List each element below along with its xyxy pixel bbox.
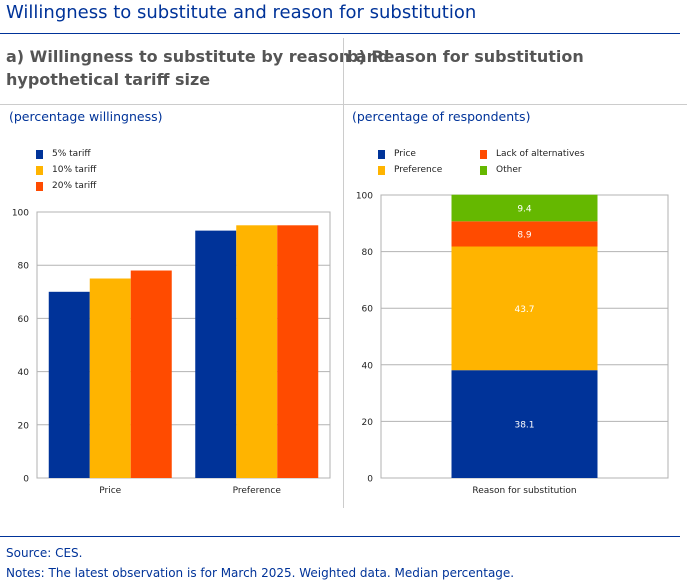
legend-a-item: 20% tariff [36, 178, 96, 194]
footer-notes: Notes: The latest observation is for Mar… [6, 566, 515, 580]
legend-label: Other [496, 165, 522, 175]
chart-b-segment-1 [451, 246, 598, 371]
chart-a-y-tick-label: 60 [18, 315, 30, 325]
legend-label: 10% tariff [52, 165, 97, 175]
footer-rule [0, 536, 680, 537]
chart-a-x-tick-label: Preference [233, 486, 282, 496]
legend-swatch [378, 149, 385, 159]
legend-label: Preference [394, 165, 443, 175]
chart-a-y-tick-label: 0 [23, 475, 29, 485]
chart-a-bar-1-0 [195, 230, 237, 478]
chart-b-data-label: 38.1 [514, 421, 534, 431]
footer-source: Source: CES. [6, 546, 83, 560]
legend-b-item: Other [480, 162, 585, 178]
chart-b-y-tick-label: 40 [362, 361, 374, 371]
chart-b-segment-3 [451, 194, 598, 222]
chart-a-y-tick-label: 80 [18, 262, 30, 272]
legend-a: 5% tariff 10% tariff 20% tariff [36, 146, 96, 194]
panel-a-title-line2: hypothetical tariff size [6, 70, 211, 89]
chart-b-y-tick-label: 60 [362, 305, 374, 315]
legend-swatch [480, 165, 487, 175]
chart-a-bar-1-1 [236, 225, 278, 478]
legend-b: Price Preference [378, 146, 442, 178]
chart-b-y-tick-label: 100 [356, 192, 373, 202]
legend-swatch [378, 165, 385, 175]
chart-a-y-tick-label: 100 [12, 209, 29, 219]
chart-a-bar-1-2 [277, 225, 319, 478]
chart-a-y-tick-label: 40 [18, 368, 30, 378]
chart-a-y-tick-label: 20 [18, 421, 30, 431]
main-title: Willingness to substitute and reason for… [6, 2, 477, 23]
legend-b-item: Preference [378, 162, 442, 178]
title-rule [0, 33, 680, 34]
legend-label: Lack of alternatives [496, 149, 585, 159]
legend-label: 20% tariff [52, 181, 97, 191]
legend-swatch [36, 181, 43, 191]
legend-swatch [480, 149, 487, 159]
panel-a-title: a) Willingness to substitute by reason a… [6, 45, 389, 91]
panel-b-title: b) Reason for substitution [347, 47, 584, 66]
chart-a-bar-0-1 [89, 278, 131, 478]
legend-swatch [36, 165, 43, 175]
chart-b-data-label: 8.9 [517, 230, 532, 240]
panel-divider [343, 38, 344, 508]
chart-b-data-label: 43.7 [514, 305, 534, 315]
legend-swatch [36, 149, 43, 159]
header-divider [0, 104, 687, 105]
panel-b-unit: (percentage of respondents) [352, 109, 531, 124]
panel-a-unit: (percentage willingness) [9, 109, 163, 124]
chart-a-x-tick-label: Price [99, 486, 121, 496]
legend-a-item: 5% tariff [36, 146, 96, 162]
chart-a-bar-0-0 [48, 291, 90, 478]
legend-a-item: 10% tariff [36, 162, 96, 178]
panel-a-title-line1: a) Willingness to substitute by reason a… [6, 47, 390, 66]
legend-b-item: Price [378, 146, 442, 162]
legend-b-col2: Lack of alternatives Other [480, 146, 585, 178]
chart-b-y-tick-label: 0 [367, 475, 373, 485]
legend-label: Price [394, 149, 416, 159]
chart-b-segment-2 [451, 221, 598, 247]
chart-b-segment-0 [451, 370, 598, 478]
chart-b-data-label: 9.4 [517, 205, 532, 215]
legend-b-item: Lack of alternatives [480, 146, 585, 162]
chart-b-y-tick-label: 80 [362, 248, 374, 258]
chart-a-bar-0-2 [130, 270, 172, 478]
chart-b-y-tick-label: 20 [362, 418, 374, 428]
chart-b-x-tick-label: Reason for substitution [472, 486, 576, 496]
legend-label: 5% tariff [52, 149, 91, 159]
